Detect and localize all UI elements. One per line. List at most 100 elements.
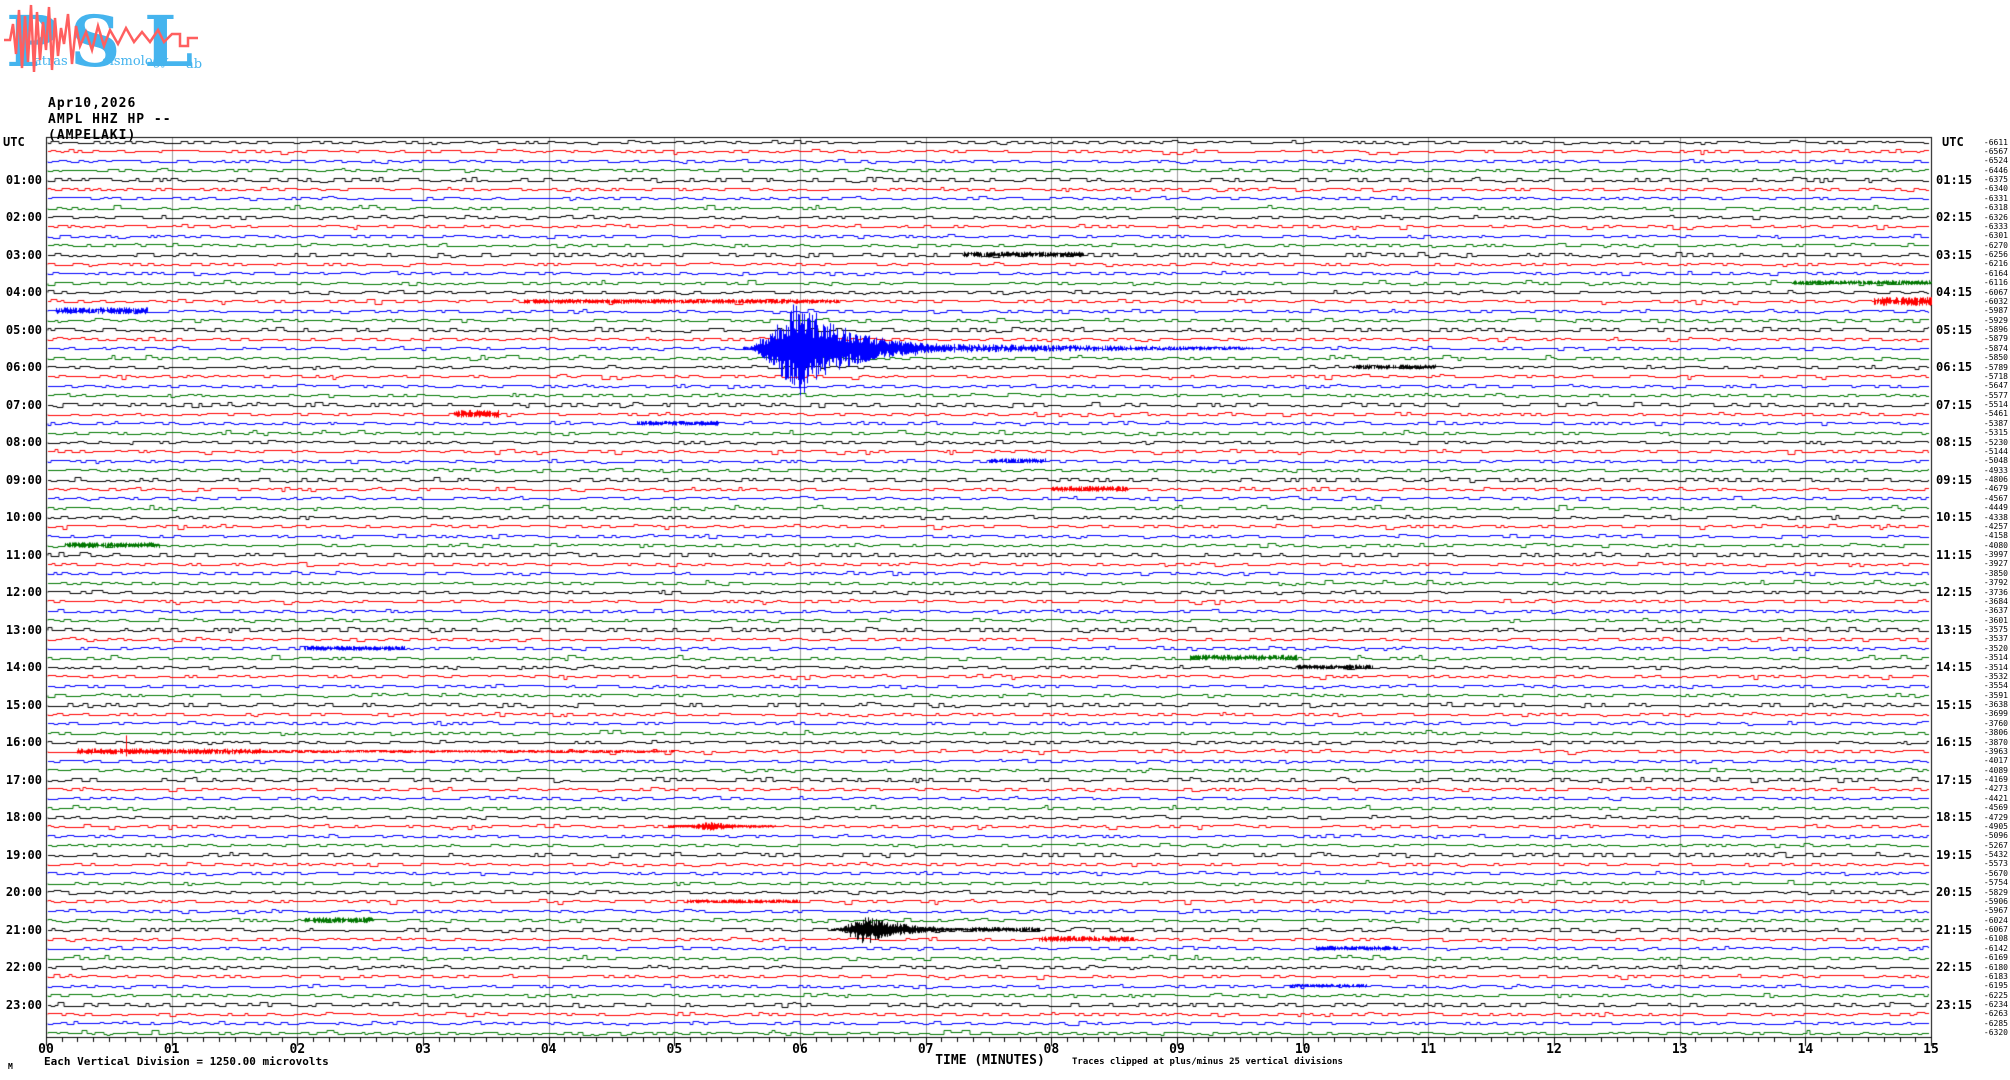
trace-baseline-value: -5967 bbox=[1983, 906, 2008, 916]
trace-baseline-value: -6320 bbox=[1983, 1028, 2008, 1038]
footer-division-note: Each Vertical Division = 1250.00 microvo… bbox=[44, 1055, 329, 1068]
right-time-label: 22:15 bbox=[1936, 960, 1973, 974]
trace-baseline-value: -5230 bbox=[1983, 437, 2008, 447]
trace-baseline-value: -6067 bbox=[1983, 925, 2008, 934]
minute-tick-label: 10 bbox=[1294, 1042, 1311, 1057]
right-time-label: 21:15 bbox=[1936, 922, 1973, 937]
trace-baseline-value: -6032 bbox=[1983, 296, 2008, 306]
trace-baseline-value: -4569 bbox=[1983, 803, 2008, 813]
left-time-label: 16:00 bbox=[5, 735, 42, 749]
minute-tick-label: 09 bbox=[1169, 1042, 1185, 1057]
trace-baseline-value: -6301 bbox=[1983, 231, 2008, 241]
right-time-label: 11:15 bbox=[1936, 547, 1973, 562]
trace-baseline-value: -6180 bbox=[1983, 962, 2008, 972]
trace-baseline-value: -3575 bbox=[1983, 625, 2008, 634]
right-time-label: 08:15 bbox=[1936, 435, 1973, 449]
trace-baseline-value: -5432 bbox=[1983, 850, 2008, 859]
left-time-label: 12:00 bbox=[5, 585, 42, 599]
trace-baseline-value: -5670 bbox=[1983, 868, 2008, 878]
trace-baseline-value: -4273 bbox=[1983, 784, 2008, 794]
trace-baseline-value: -4933 bbox=[1983, 465, 2008, 475]
right-time-label: 05:15 bbox=[1936, 322, 1973, 337]
trace-baseline-value: -3760 bbox=[1983, 718, 2008, 728]
trace-baseline-value: -6340 bbox=[1983, 184, 2008, 194]
left-time-label: 23:00 bbox=[5, 997, 42, 1012]
trace-baseline-value: -6446 bbox=[1983, 165, 2008, 175]
right-time-label: 18:15 bbox=[1936, 810, 1973, 824]
right-time-label: 14:15 bbox=[1936, 660, 1973, 674]
trace-baseline-value: -5573 bbox=[1983, 859, 2008, 869]
left-time-label: 06:00 bbox=[5, 360, 42, 374]
left-time-label: 18:00 bbox=[5, 810, 42, 824]
trace-baseline-value: -3792 bbox=[1983, 578, 2008, 588]
minute-tick-label: 07 bbox=[917, 1042, 934, 1057]
trace-baseline-value: -5647 bbox=[1983, 381, 2008, 391]
trace-baseline-value: -3736 bbox=[1983, 587, 2008, 597]
trace-baseline-value: -6225 bbox=[1983, 990, 2008, 1000]
trace-baseline-value: -5879 bbox=[1983, 334, 2008, 344]
left-time-label: 08:00 bbox=[5, 435, 42, 449]
trace-baseline-value: -3591 bbox=[1983, 690, 2008, 700]
trace-baseline-value: -6142 bbox=[1983, 943, 2008, 953]
trace-baseline-value: -6216 bbox=[1983, 259, 2008, 269]
right-time-label: 01:15 bbox=[1936, 172, 1973, 187]
trace-baseline-value: -3514 bbox=[1983, 653, 2008, 663]
left-time-label: 03:00 bbox=[5, 247, 42, 262]
trace-baseline-value: -3520 bbox=[1983, 643, 2008, 653]
minute-tick-label: 00 bbox=[38, 1042, 54, 1057]
trace-baseline-value: -3638 bbox=[1983, 700, 2008, 709]
minute-tick-label: 05 bbox=[666, 1042, 683, 1057]
trace-baseline-value: -3870 bbox=[1983, 737, 2008, 747]
trace-baseline-value: -6611 bbox=[1983, 137, 2008, 147]
left-time-label: 07:00 bbox=[5, 397, 42, 412]
trace-baseline-value: -3637 bbox=[1983, 606, 2008, 616]
trace-baseline-value: -4080 bbox=[1983, 540, 2008, 550]
footer-m-glyph: M bbox=[8, 1062, 13, 1071]
trace-baseline-value: -3963 bbox=[1983, 746, 2008, 756]
left-time-label: 22:00 bbox=[5, 960, 42, 974]
trace-baseline-value: -4089 bbox=[1983, 765, 2008, 775]
trace-baseline-value: -6567 bbox=[1983, 146, 2008, 156]
trace-baseline-value: -5874 bbox=[1983, 343, 2008, 353]
left-time-label: 10:00 bbox=[5, 510, 42, 524]
right-time-label: 04:15 bbox=[1936, 285, 1973, 299]
trace-baseline-value: -3537 bbox=[1983, 634, 2008, 644]
minute-tick-label: 03 bbox=[415, 1042, 431, 1057]
trace-baseline-value: -3850 bbox=[1983, 568, 2008, 578]
trace-baseline-value: -3997 bbox=[1983, 550, 2008, 559]
trace-baseline-value: -4257 bbox=[1983, 521, 2008, 531]
left-time-label: 09:00 bbox=[5, 472, 42, 487]
right-time-label: 13:15 bbox=[1936, 622, 1973, 637]
trace-baseline-value: -3927 bbox=[1983, 559, 2008, 569]
trace-baseline-value: -4338 bbox=[1983, 512, 2008, 522]
trace-baseline-value: -6234 bbox=[1983, 1000, 2008, 1009]
clip-note: Traces clipped at plus/minus 25 vertical… bbox=[1072, 1057, 1343, 1067]
left-time-label: 14:00 bbox=[5, 660, 42, 674]
trace-baseline-value: -5577 bbox=[1983, 390, 2008, 400]
trace-baseline-value: -5929 bbox=[1983, 315, 2008, 325]
trace-baseline-value: -6263 bbox=[1983, 1009, 2008, 1019]
trace-baseline-value: -6024 bbox=[1983, 915, 2008, 925]
left-time-label: 20:00 bbox=[5, 885, 42, 899]
left-time-label: 15:00 bbox=[5, 697, 42, 712]
trace-baseline-value: -6375 bbox=[1983, 175, 2008, 184]
right-time-label: 09:15 bbox=[1936, 472, 1973, 487]
trace-baseline-value: -3514 bbox=[1983, 662, 2008, 672]
left-time-label: 19:00 bbox=[5, 847, 42, 862]
trace-baseline-value: -5315 bbox=[1983, 428, 2008, 438]
trace-baseline-value: -6108 bbox=[1983, 934, 2008, 944]
minute-tick-label: 13 bbox=[1671, 1042, 1688, 1057]
right-time-label: 07:15 bbox=[1936, 397, 1973, 412]
right-time-label: 12:15 bbox=[1936, 585, 1973, 599]
minute-tick-label: 04 bbox=[540, 1042, 557, 1057]
minute-tick-label: 12 bbox=[1546, 1042, 1562, 1057]
trace-baseline-value: -4905 bbox=[1983, 821, 2008, 831]
trace-baseline-value: -3554 bbox=[1983, 681, 2008, 691]
trace-baseline-value: -3532 bbox=[1983, 671, 2008, 681]
trace-baseline-value: -5850 bbox=[1983, 353, 2008, 363]
right-time-label: 16:15 bbox=[1936, 735, 1973, 749]
trace-baseline-value: -4421 bbox=[1983, 793, 2008, 803]
trace-baseline-value: -5987 bbox=[1983, 306, 2008, 316]
left-time-label: 04:00 bbox=[5, 285, 42, 299]
right-time-label: 23:15 bbox=[1936, 997, 1973, 1012]
